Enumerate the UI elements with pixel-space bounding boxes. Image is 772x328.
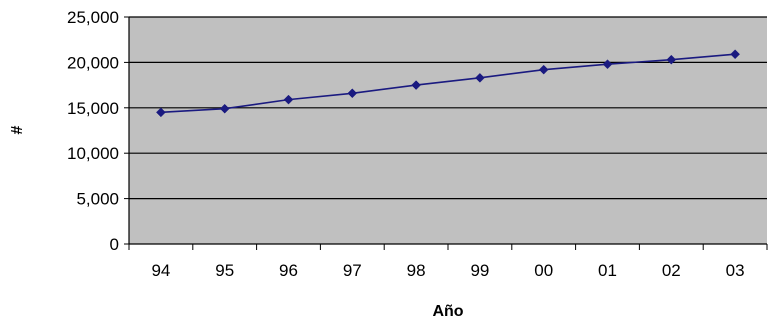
x-tick-label: 96 (279, 261, 298, 280)
data-point (156, 107, 166, 118)
data-point (666, 54, 677, 65)
data-point (219, 103, 230, 114)
x-tick-label: 01 (598, 261, 617, 280)
y-axis-title: # (9, 125, 26, 134)
y-tick-label: 15,000 (67, 99, 119, 118)
x-tick-label: 95 (215, 261, 234, 280)
plot-area (129, 17, 767, 244)
data-point (602, 59, 613, 70)
data-point (283, 94, 294, 105)
axes (124, 16, 768, 250)
x-axis-title: Año (432, 303, 463, 320)
y-tick-label: 10,000 (67, 144, 119, 163)
data-point (475, 72, 485, 83)
y-tick-label: 5,000 (76, 190, 119, 209)
y-tick-labels: 0 5,000 10,000 15,000 20,000 25,000 (67, 8, 119, 254)
series-layer (156, 49, 740, 118)
data-point (411, 80, 421, 90)
data-point (538, 64, 549, 75)
x-tick-label: 99 (470, 261, 489, 280)
x-tick-label: 03 (726, 261, 745, 280)
x-tick-label: 94 (151, 261, 170, 280)
y-tick-label: 20,000 (67, 53, 119, 72)
x-tick-labels: 94 95 96 97 98 99 00 01 02 03 (151, 261, 744, 280)
x-tick-label: 00 (534, 261, 553, 280)
data-point (730, 49, 740, 60)
series-line (160, 53, 736, 114)
x-tick-label: 97 (343, 261, 362, 280)
y-tick-label: 0 (110, 235, 119, 254)
x-tick-label: 98 (407, 261, 426, 280)
x-tick-label: 02 (662, 261, 681, 280)
y-tick-label: 25,000 (67, 8, 119, 27)
data-point (347, 88, 358, 99)
